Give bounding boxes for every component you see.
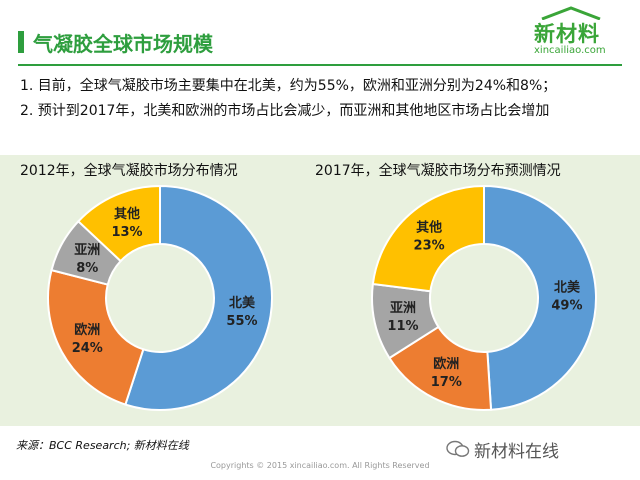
header-divider — [18, 64, 622, 66]
slice-category-label: 其他 — [114, 206, 140, 222]
donut-chart-2012: 北美 55% 欧洲 24% 亚洲 8% 其他 13% — [47, 184, 274, 411]
donut-slice-1 — [124, 184, 274, 411]
page-title: 气凝胶全球市场规模 — [33, 32, 213, 56]
chart-title-2017: 2017年，全球气凝胶市场分布预测情况 — [315, 163, 561, 179]
donut-chart-2017: 北美 49% 欧洲 17% 亚洲 11% 其他 23% — [371, 184, 597, 411]
logo-url: xincailiao.com — [534, 45, 606, 56]
slice-category-label: 北美 — [229, 295, 256, 311]
slice-value-label: 13% — [111, 225, 142, 240]
slice-value-label: 24% — [72, 341, 103, 356]
title-accent-bar — [18, 31, 24, 53]
wechat-icon — [446, 440, 470, 457]
slice-category-label: 亚洲 — [74, 243, 100, 258]
slice-category-label: 欧洲 — [74, 322, 100, 338]
slice-category-label: 其他 — [416, 220, 442, 236]
slice-value-label: 11% — [387, 319, 418, 334]
wechat-account: 新材料在线 — [474, 442, 559, 462]
bullet-item: 2. 预计到2017年，北美和欧洲的市场占比会减少，而亚洲和其他地区市场占比会增… — [20, 103, 550, 119]
bullet-list: 1. 目前，全球气凝胶市场主要集中在北美，约为55%，欧洲和亚洲分别为24%和8… — [20, 74, 556, 124]
donut-slice-4 — [371, 184, 485, 293]
bullet-item: 1. 目前，全球气凝胶市场主要集中在北美，约为55%，欧洲和亚洲分别为24%和8… — [20, 78, 557, 94]
chart-title-2012: 2012年，全球气凝胶市场分布情况 — [20, 163, 238, 179]
slice-value-label: 49% — [551, 298, 582, 313]
donut-slice-4 — [76, 184, 161, 263]
slice-category-label: 欧洲 — [433, 356, 459, 372]
slice-value-label: 23% — [414, 239, 445, 254]
copyright: Copyrights © 2015 xincailiao.com. All Ri… — [210, 461, 430, 470]
slice-value-label: 17% — [431, 375, 462, 390]
slice-category-label: 亚洲 — [390, 301, 416, 316]
donut-slice-2 — [47, 268, 145, 406]
logo-roof-icon — [541, 6, 601, 20]
slice-category-label: 北美 — [554, 279, 581, 295]
logo: 新材料 — [534, 22, 600, 46]
slice-value-label: 8% — [76, 261, 98, 276]
source-note: 来源：BCC Research; 新材料在线 — [16, 439, 189, 452]
slice-value-label: 55% — [226, 314, 257, 329]
donut-slice-1 — [483, 184, 597, 411]
